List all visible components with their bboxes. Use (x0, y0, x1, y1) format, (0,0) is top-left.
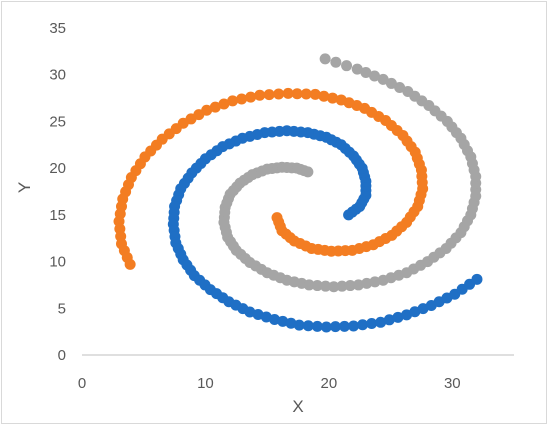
y-tick-label: 10 (49, 254, 66, 271)
y-tick-label: 35 (49, 20, 66, 37)
data-points (113, 53, 483, 333)
data-point (394, 81, 406, 93)
data-point (471, 273, 483, 285)
data-point (341, 60, 353, 72)
data-point (369, 70, 381, 82)
data-point (302, 320, 314, 332)
x-axis-ticks: 0 10 20 30 (78, 375, 461, 392)
data-point (344, 280, 356, 292)
y-axis-ticks: 0 5 10 15 20 25 30 35 (49, 20, 66, 364)
y-tick-label: 30 (49, 67, 66, 84)
data-point (285, 317, 297, 329)
y-axis-title: Y (15, 182, 34, 193)
data-point (402, 86, 414, 98)
data-point (330, 56, 342, 68)
x-tick-label: 10 (197, 375, 214, 392)
data-point (377, 73, 389, 85)
data-point (311, 320, 323, 332)
data-point (329, 321, 341, 333)
data-point (320, 280, 332, 292)
data-point (277, 315, 289, 327)
data-point (300, 88, 312, 100)
data-point (291, 88, 303, 100)
y-tick-label: 15 (49, 207, 66, 224)
data-point (366, 318, 378, 330)
data-point (236, 93, 248, 105)
data-point (361, 277, 373, 289)
data-point (269, 313, 281, 325)
data-point (318, 90, 330, 102)
data-point (319, 53, 331, 65)
data-point (383, 314, 395, 326)
y-tick-label: 5 (58, 300, 66, 317)
data-point (352, 279, 364, 291)
data-point (263, 89, 275, 101)
y-tick-label: 20 (49, 160, 66, 177)
data-point (357, 319, 369, 331)
x-tick-label: 30 (444, 375, 461, 392)
data-point (335, 94, 347, 106)
data-point (320, 321, 332, 333)
data-point (245, 91, 257, 103)
data-point (273, 88, 285, 100)
data-point (282, 87, 294, 99)
data-point (124, 258, 136, 270)
data-point (328, 281, 340, 293)
y-tick-label: 25 (49, 113, 66, 130)
data-point (392, 311, 404, 323)
data-point (338, 320, 350, 332)
x-tick-label: 20 (321, 375, 338, 392)
data-point (351, 63, 363, 75)
x-tick-label: 0 (78, 375, 86, 392)
data-point (348, 320, 360, 332)
data-point (336, 280, 348, 292)
series-3 (218, 53, 482, 293)
data-point (311, 280, 323, 292)
data-point (375, 316, 387, 328)
data-point (254, 89, 266, 101)
series-2 (113, 87, 429, 270)
x-axis-title: X (292, 397, 303, 416)
data-point (309, 88, 321, 100)
data-point (303, 279, 315, 291)
data-point (385, 77, 397, 89)
data-point (227, 95, 239, 107)
y-tick-label: 0 (58, 347, 66, 364)
series-1 (167, 125, 483, 333)
data-point (369, 276, 381, 288)
data-point (209, 101, 221, 113)
data-point (360, 67, 372, 79)
data-point (327, 92, 339, 104)
data-point (293, 319, 305, 331)
data-point (218, 98, 230, 110)
